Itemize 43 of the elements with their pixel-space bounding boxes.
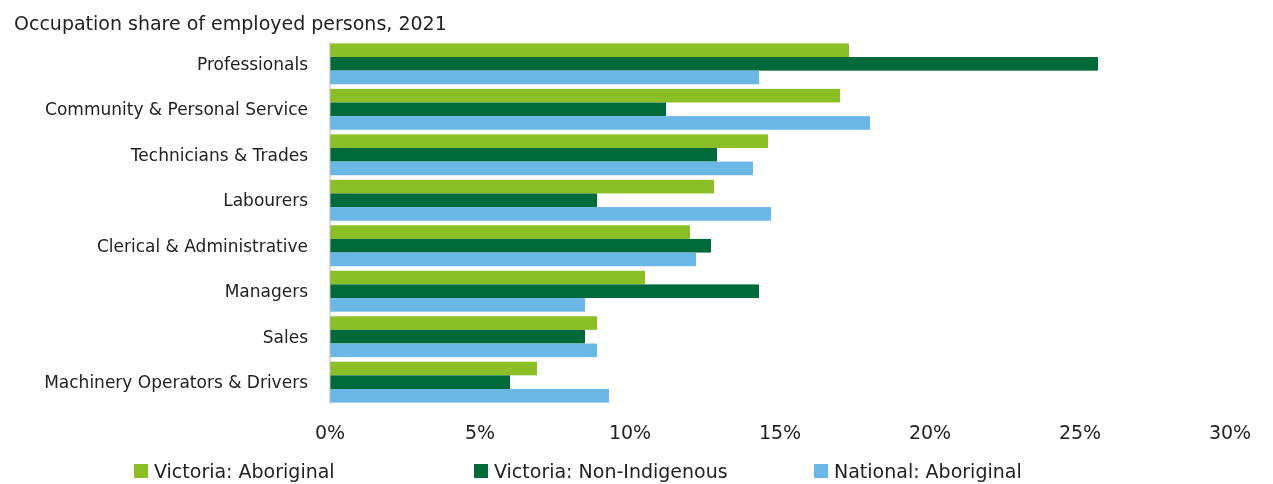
legend-label: Victoria: Non-Indigenous [494, 459, 728, 482]
bar [330, 147, 717, 162]
x-tick-label: 30% [1208, 421, 1252, 443]
bar [330, 343, 597, 358]
y-tick-label: Technicians & Trades [129, 144, 309, 165]
bar [330, 316, 597, 330]
bar [330, 225, 690, 239]
y-tick-label: Machinery Operators & Drivers [44, 372, 309, 393]
bar [330, 270, 645, 285]
y-tick-label: Community & Personal Service [45, 99, 308, 120]
chart-title: Occupation share of employed persons, 2021 [14, 12, 447, 34]
bar [330, 388, 609, 403]
x-tick-label: 25% [1058, 421, 1102, 443]
bar [330, 361, 537, 376]
bar [330, 284, 759, 299]
x-tick-label: 10% [608, 421, 652, 443]
bar [330, 252, 696, 267]
bar [330, 207, 771, 221]
y-tick-label: Managers [224, 281, 309, 302]
y-tick-label: Professionals [196, 53, 309, 74]
bar [330, 57, 1098, 71]
bar [330, 298, 585, 312]
legend-label: National: Aboriginal [834, 459, 1022, 482]
bar [330, 88, 840, 103]
bar [330, 375, 510, 389]
x-tick-label: 0% [314, 421, 346, 443]
y-tick-label: Sales [262, 326, 309, 347]
bar [330, 116, 870, 130]
bar [330, 70, 759, 85]
bar [330, 179, 714, 194]
y-tick-label: Labourers [223, 190, 309, 211]
bar [330, 238, 711, 253]
x-tick-label: 20% [908, 421, 952, 443]
bar [330, 161, 753, 176]
y-tick-label: Clerical & Administrative [96, 235, 308, 256]
bar [330, 102, 666, 117]
bar [330, 193, 597, 208]
x-tick-label: 15% [758, 421, 802, 443]
bar [330, 329, 585, 344]
legend-label: Victoria: Aboriginal [154, 459, 335, 482]
x-tick-label: 5% [464, 421, 496, 443]
bar [330, 43, 849, 58]
bar [330, 134, 768, 148]
